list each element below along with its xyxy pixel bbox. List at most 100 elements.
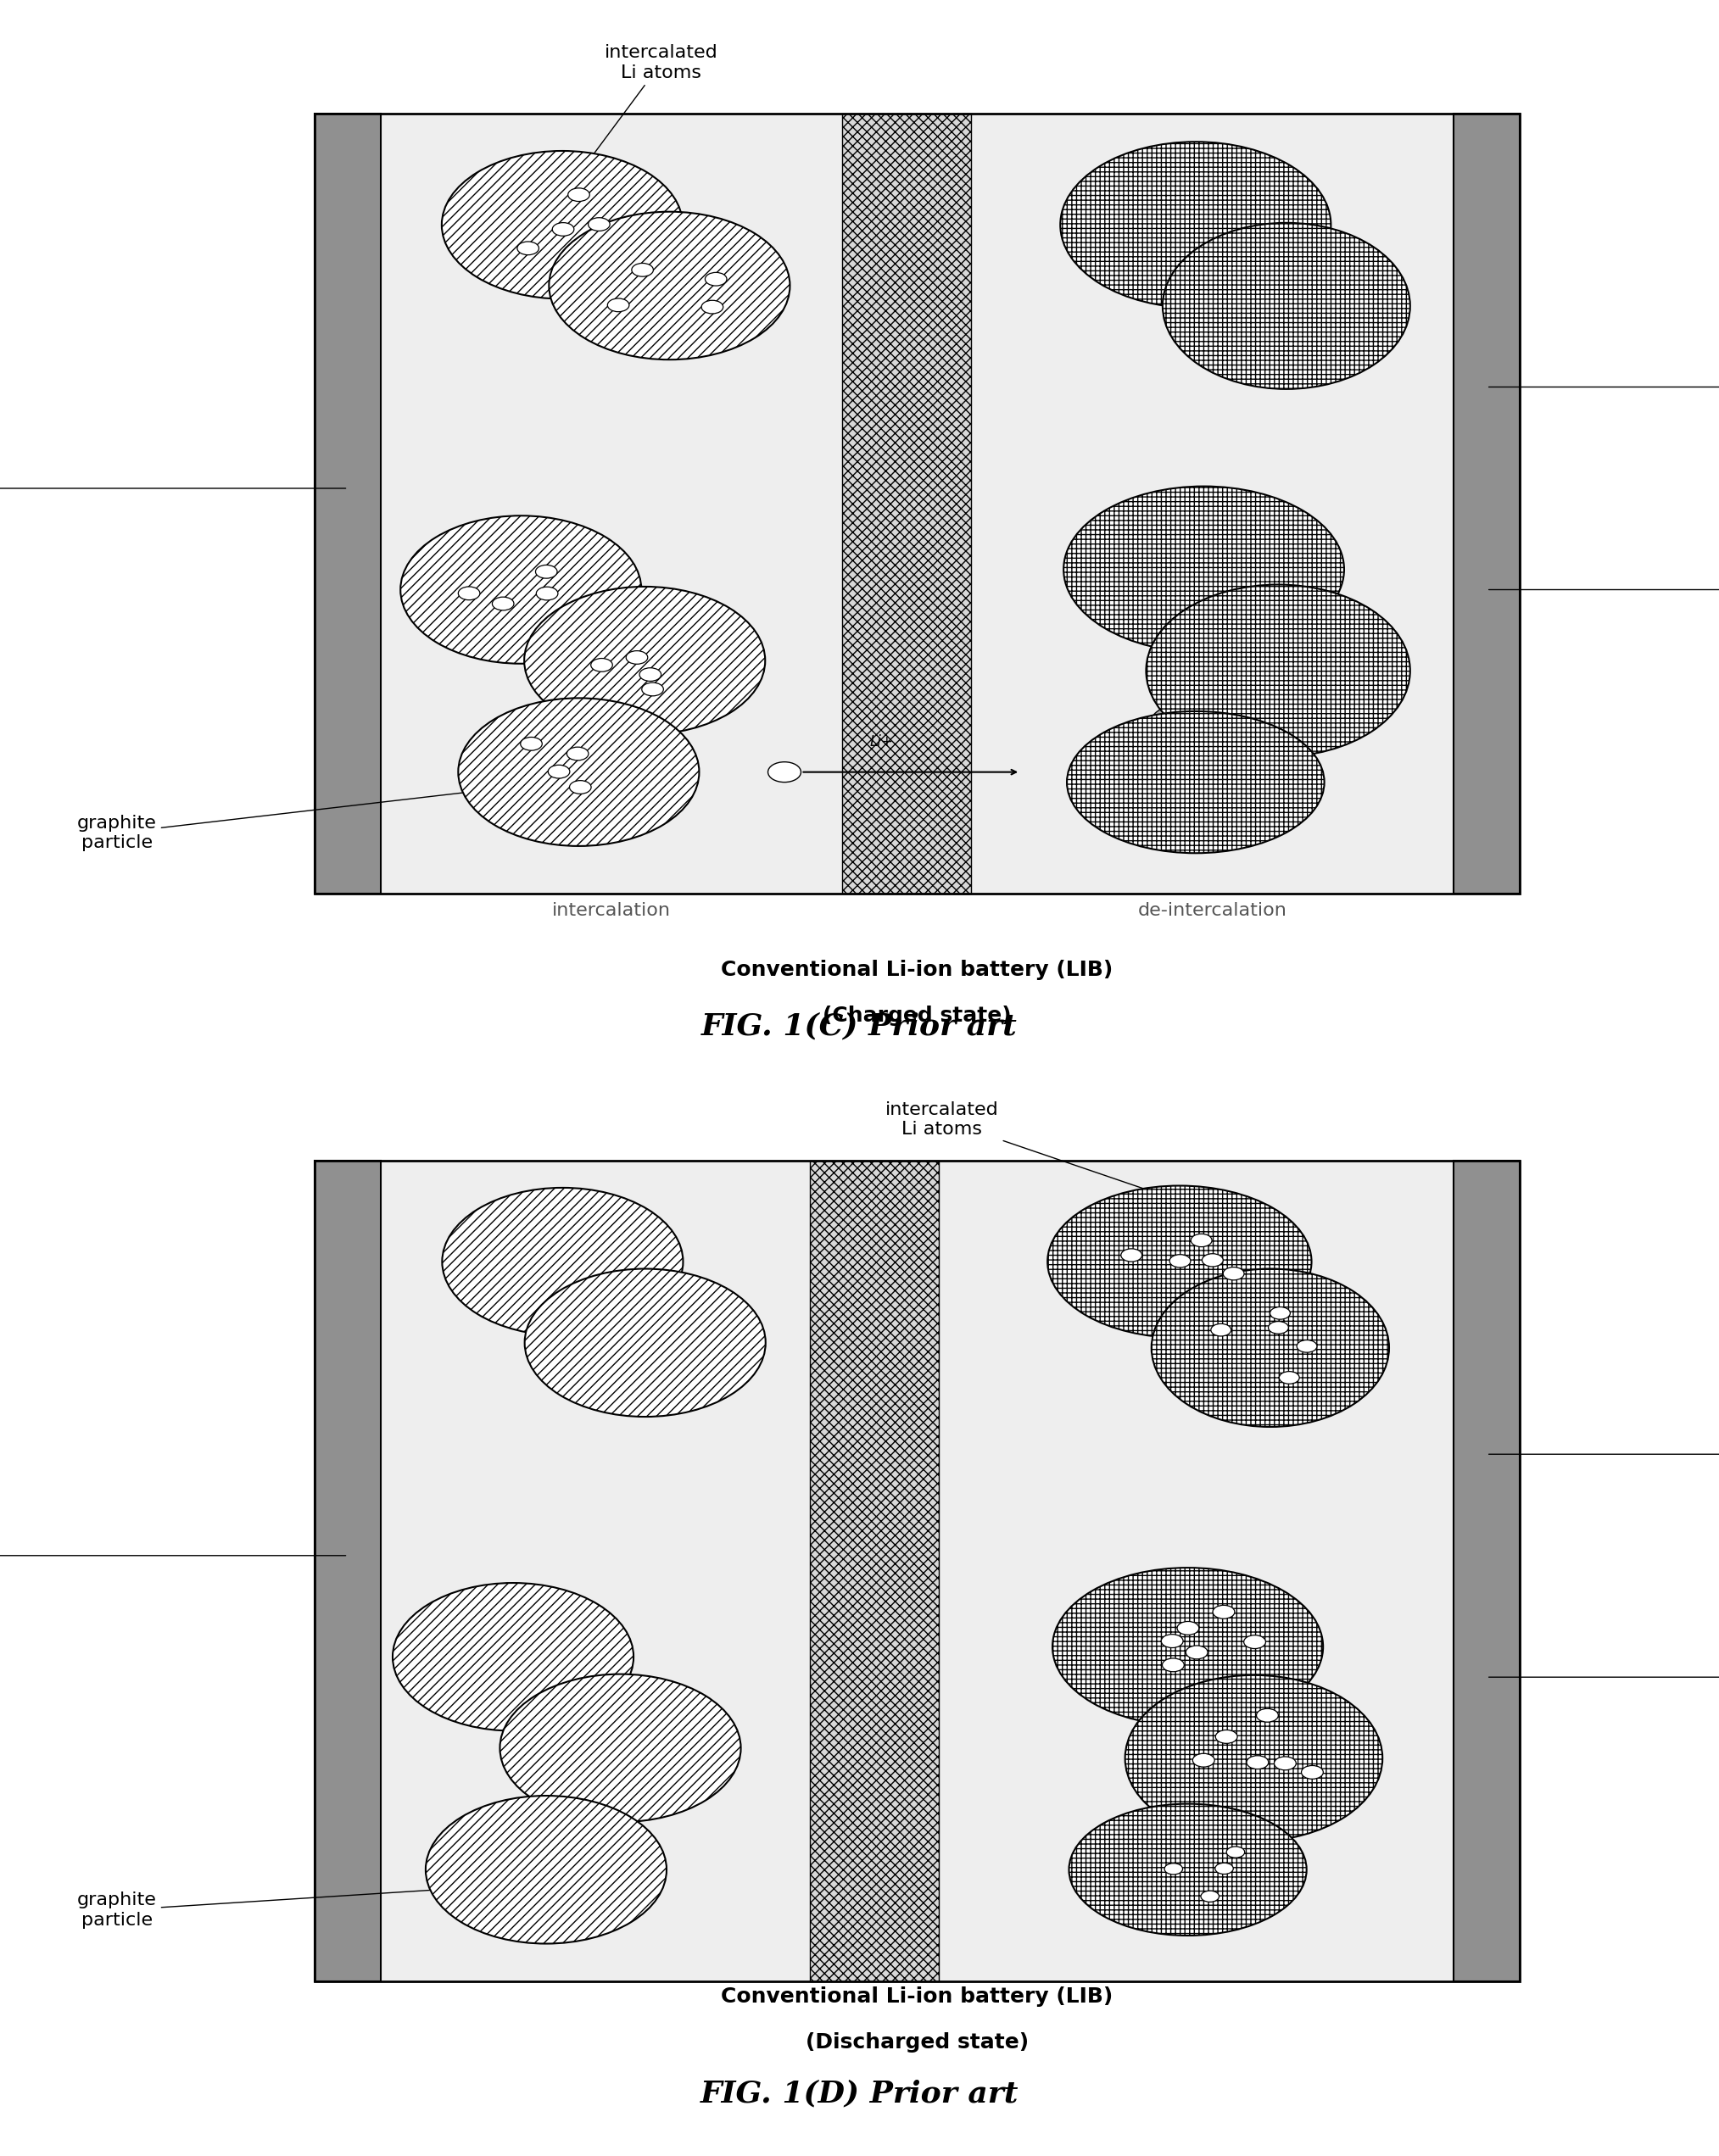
FancyBboxPatch shape [315,114,382,893]
FancyBboxPatch shape [939,1160,1453,1981]
Circle shape [631,263,653,276]
Ellipse shape [1188,606,1269,655]
Circle shape [1202,1253,1224,1266]
Ellipse shape [1069,1805,1306,1936]
Text: intercalation: intercalation [552,901,670,918]
Circle shape [1186,1645,1208,1658]
Circle shape [1226,1846,1245,1858]
FancyBboxPatch shape [382,1160,810,1981]
Circle shape [1279,1371,1300,1384]
Circle shape [426,1796,667,1945]
Circle shape [567,748,588,761]
Circle shape [1269,1322,1289,1335]
Circle shape [521,737,541,750]
Circle shape [500,1673,741,1822]
Ellipse shape [1231,750,1310,793]
Circle shape [548,765,569,778]
Ellipse shape [1183,192,1291,248]
Circle shape [569,780,591,793]
Text: (Charged state): (Charged state) [823,1005,1012,1026]
Text: intercalated
Li atoms: intercalated Li atoms [579,45,719,172]
Circle shape [459,699,700,845]
Circle shape [1215,1863,1233,1874]
Ellipse shape [1047,1186,1312,1337]
Circle shape [639,668,662,681]
Text: intercalated
Li atoms: intercalated Li atoms [885,1102,1178,1201]
Circle shape [1162,1634,1183,1647]
Circle shape [1224,1268,1245,1281]
Circle shape [1215,1729,1238,1744]
Text: FIG. 1(D) Prior art: FIG. 1(D) Prior art [700,2078,1019,2109]
Text: graphite
particle: graphite particle [77,793,464,852]
FancyBboxPatch shape [971,114,1453,893]
Circle shape [1214,1606,1234,1619]
FancyBboxPatch shape [382,114,842,893]
Circle shape [626,651,648,664]
Ellipse shape [1064,487,1344,653]
Text: Conventional Li-ion battery (LIB): Conventional Li-ion battery (LIB) [722,959,1114,979]
Circle shape [768,761,801,783]
Circle shape [1164,1863,1183,1874]
Text: Cathode active
material
(e.g. LiMₓOᵧ): Cathode active material (e.g. LiMₓOᵧ) [1489,1649,1719,1705]
Ellipse shape [1152,1268,1389,1427]
Circle shape [524,1268,765,1416]
Circle shape [1296,1341,1317,1352]
Circle shape [1169,1255,1191,1268]
Circle shape [1301,1766,1324,1779]
Circle shape [1121,1248,1141,1261]
Circle shape [641,683,664,696]
Text: cathode
current
collector: cathode current collector [1489,358,1719,416]
Circle shape [588,218,610,231]
Ellipse shape [1152,699,1257,735]
Circle shape [459,586,480,599]
FancyBboxPatch shape [1453,114,1520,893]
Ellipse shape [1124,1675,1382,1841]
FancyBboxPatch shape [315,1160,382,1981]
Circle shape [1210,1324,1231,1337]
Circle shape [536,565,557,578]
Ellipse shape [1061,142,1331,308]
Circle shape [517,241,538,254]
Text: FIG. 1(C) Prior art: FIG. 1(C) Prior art [701,1011,1018,1041]
Circle shape [442,151,682,300]
Text: de-intercalation: de-intercalation [1138,901,1288,918]
Circle shape [1270,1307,1291,1319]
Circle shape [1274,1757,1296,1770]
FancyBboxPatch shape [842,114,971,893]
Circle shape [552,222,574,235]
FancyBboxPatch shape [1453,1160,1520,1981]
Circle shape [705,272,727,287]
Circle shape [401,515,641,664]
FancyBboxPatch shape [810,1160,939,1981]
Circle shape [1178,1621,1200,1634]
Circle shape [1246,1755,1269,1770]
Text: graphite
particle: graphite particle [77,1891,431,1927]
Ellipse shape [1231,567,1327,612]
Ellipse shape [1147,584,1410,757]
Text: Conventional Li-ion battery (LIB): Conventional Li-ion battery (LIB) [722,1986,1114,2007]
Ellipse shape [1067,711,1324,854]
Circle shape [524,586,765,735]
Text: anode
current
collector: anode current collector [0,459,346,517]
Circle shape [1245,1634,1265,1649]
Circle shape [492,597,514,610]
Circle shape [1257,1708,1279,1723]
Circle shape [1193,1753,1215,1768]
Circle shape [567,188,590,201]
Text: cathode
current
collector: cathode current collector [1489,1425,1719,1483]
Circle shape [442,1188,682,1337]
Circle shape [392,1583,634,1731]
Text: Li+: Li+ [870,735,894,750]
Circle shape [591,658,612,673]
Ellipse shape [1052,1567,1324,1725]
Circle shape [1191,1233,1212,1246]
Text: anode
current
collector: anode current collector [0,1526,346,1585]
Circle shape [548,211,791,360]
Circle shape [701,300,724,313]
Circle shape [1162,1658,1184,1671]
Ellipse shape [1162,222,1410,388]
Circle shape [607,298,629,313]
Text: Cathode active
material
(e.g. LiMₓOᵧ): Cathode active material (e.g. LiMₓOᵧ) [1489,561,1719,619]
Circle shape [536,586,559,599]
Circle shape [1202,1891,1219,1902]
